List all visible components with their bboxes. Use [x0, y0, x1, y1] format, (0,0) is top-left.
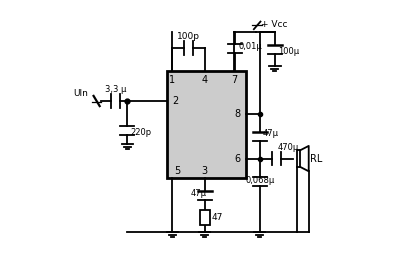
Text: 7: 7 — [231, 75, 237, 85]
Text: 100μ: 100μ — [278, 47, 299, 56]
Bar — [200, 210, 210, 225]
Text: 3: 3 — [202, 166, 208, 176]
Text: 47μ: 47μ — [191, 189, 207, 198]
Text: 6: 6 — [234, 154, 240, 164]
Text: UIn: UIn — [73, 89, 88, 98]
Text: RL: RL — [310, 154, 322, 164]
Text: 8: 8 — [234, 109, 240, 119]
Text: 2: 2 — [172, 96, 179, 106]
Bar — [167, 71, 246, 178]
Text: 0,068μ: 0,068μ — [246, 176, 275, 185]
Text: 5: 5 — [174, 166, 180, 176]
Text: 220p: 220p — [130, 128, 151, 137]
Bar — [296, 150, 300, 167]
Text: + Vcc: + Vcc — [262, 20, 288, 29]
Text: 100p: 100p — [177, 32, 200, 41]
Text: 1: 1 — [170, 75, 176, 85]
Text: 3,3 μ: 3,3 μ — [105, 85, 127, 94]
Text: 0,01μ: 0,01μ — [238, 42, 262, 52]
Text: 470μ: 470μ — [278, 143, 299, 152]
Text: 4: 4 — [202, 75, 208, 85]
Text: 47: 47 — [212, 213, 223, 222]
Text: 47μ: 47μ — [263, 129, 279, 138]
